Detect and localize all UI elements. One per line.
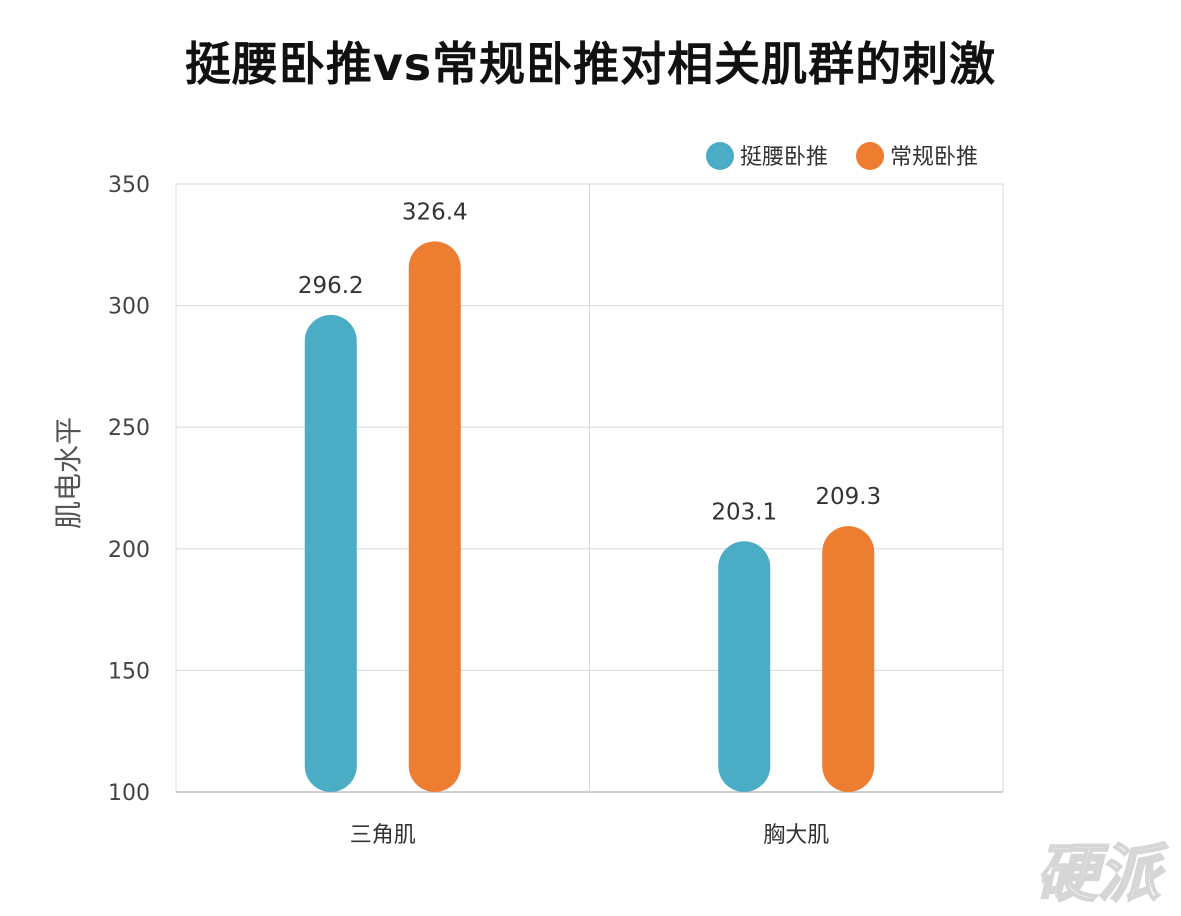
y-tick-label: 250 xyxy=(108,416,150,441)
watermark-logo: 硬派 xyxy=(1036,837,1168,910)
data-label: 326.4 xyxy=(402,199,468,225)
legend: 挺腰卧推 常规卧推 xyxy=(706,142,978,170)
y-tick-label: 350 xyxy=(108,173,150,198)
legend-swatch xyxy=(856,142,884,170)
data-labels: 296.2 326.4 203.1 209.3 xyxy=(298,199,881,525)
y-tick-label: 100 xyxy=(108,781,150,806)
legend-swatch xyxy=(706,142,734,170)
data-label: 203.1 xyxy=(711,499,777,525)
category-label: 三角肌 xyxy=(350,823,416,848)
y-tick-label: 200 xyxy=(108,538,150,563)
y-axis-ticks: 100 150 200 250 300 350 xyxy=(108,173,150,806)
data-label: 296.2 xyxy=(298,273,364,299)
legend-label: 常规卧推 xyxy=(890,145,978,170)
category-label: 胸大肌 xyxy=(763,823,829,848)
bars xyxy=(304,241,875,792)
chart-title: 挺腰卧推vs常规卧推对相关肌群的刺激 xyxy=(184,37,997,91)
bar-常规卧推-三角肌 xyxy=(408,241,461,792)
x-axis-categories: 三角肌 胸大肌 xyxy=(350,823,830,848)
bar-挺腰卧推-胸大肌 xyxy=(718,541,771,792)
bar-挺腰卧推-三角肌 xyxy=(304,314,357,792)
y-tick-label: 300 xyxy=(108,295,150,320)
y-axis-label: 肌电水平 xyxy=(52,417,85,529)
data-label: 209.3 xyxy=(815,484,881,510)
y-tick-label: 150 xyxy=(108,659,150,684)
bar-常规卧推-胸大肌 xyxy=(822,526,875,792)
legend-label: 挺腰卧推 xyxy=(740,145,828,170)
